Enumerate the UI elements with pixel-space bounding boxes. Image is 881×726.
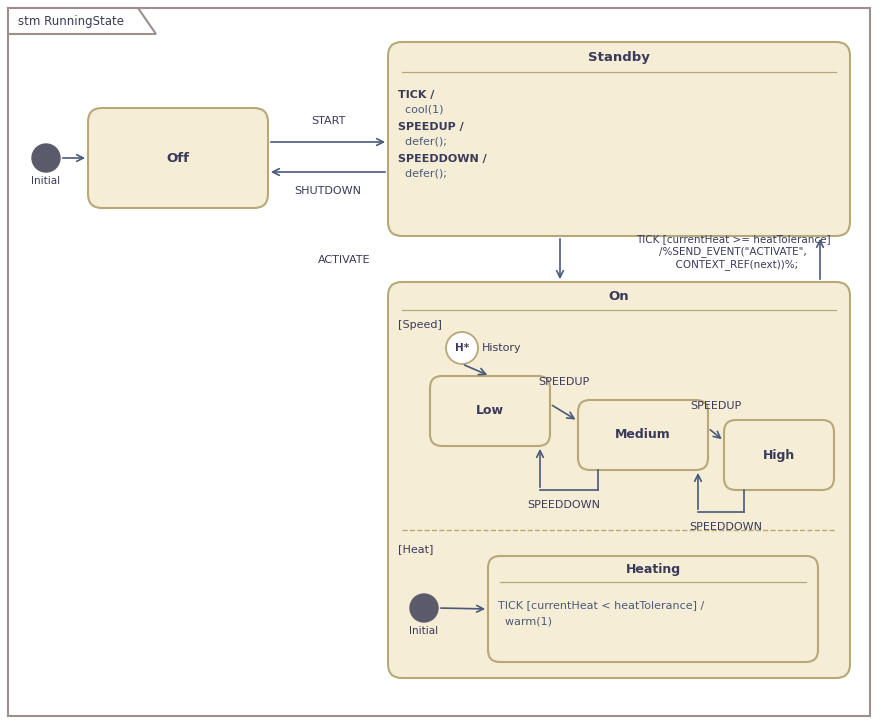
Text: SPEEDDOWN: SPEEDDOWN (528, 500, 601, 510)
Text: Heating: Heating (626, 563, 680, 576)
FancyBboxPatch shape (488, 556, 818, 662)
Circle shape (410, 594, 438, 622)
Polygon shape (8, 8, 156, 34)
Circle shape (32, 144, 60, 172)
Text: Low: Low (476, 404, 504, 417)
FancyBboxPatch shape (724, 420, 834, 490)
Text: H*: H* (455, 343, 469, 353)
Text: defer();: defer(); (398, 169, 447, 179)
Text: Initial: Initial (410, 626, 439, 636)
Text: SPEEDUP /: SPEEDUP / (398, 122, 463, 132)
Text: SHUTDOWN: SHUTDOWN (294, 186, 361, 196)
Text: [Speed]: [Speed] (398, 320, 442, 330)
Text: Standby: Standby (588, 51, 650, 63)
Text: On: On (609, 290, 629, 303)
Text: Initial: Initial (32, 176, 61, 186)
Text: SPEEDDOWN: SPEEDDOWN (690, 522, 762, 532)
Text: High: High (763, 449, 796, 462)
FancyBboxPatch shape (88, 108, 268, 208)
Text: warm(1): warm(1) (498, 616, 552, 626)
Circle shape (446, 332, 478, 364)
Text: [Heat]: [Heat] (398, 544, 433, 554)
Text: ACTIVATE: ACTIVATE (317, 255, 370, 265)
Text: SPEEDDOWN /: SPEEDDOWN / (398, 154, 486, 164)
Text: TICK [currentHeat < heatTolerance] /: TICK [currentHeat < heatTolerance] / (498, 600, 704, 610)
Text: SPEEDUP: SPEEDUP (538, 377, 589, 387)
Text: SPEEDUP: SPEEDUP (691, 401, 742, 411)
FancyBboxPatch shape (430, 376, 550, 446)
Text: START: START (311, 116, 345, 126)
FancyBboxPatch shape (388, 282, 850, 678)
Text: cool(1): cool(1) (398, 105, 443, 115)
FancyBboxPatch shape (388, 42, 850, 236)
Text: stm RunningState: stm RunningState (18, 15, 124, 28)
FancyBboxPatch shape (578, 400, 708, 470)
Text: History: History (482, 343, 522, 353)
Text: TICK [currentHeat >= heatTolerance]
/%SEND_EVENT("ACTIVATE",
  CONTEXT_REF(next): TICK [currentHeat >= heatTolerance] /%SE… (636, 234, 831, 269)
Text: defer();: defer(); (398, 137, 447, 147)
Text: Off: Off (167, 152, 189, 165)
Text: TICK /: TICK / (398, 90, 434, 100)
Text: Medium: Medium (615, 428, 670, 441)
